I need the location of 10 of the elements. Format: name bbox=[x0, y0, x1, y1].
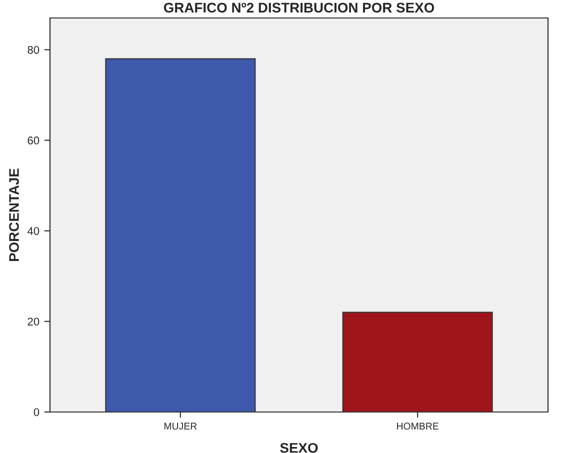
y-tick-label: 0 bbox=[34, 408, 40, 416]
x-tick-label: MUJER bbox=[164, 422, 197, 430]
x-tick-label: HOMBRE bbox=[397, 422, 438, 430]
y-tick-label: 80 bbox=[28, 46, 40, 54]
y-axis-title: PORCENTAJE bbox=[9, 168, 19, 262]
y-tick-label: 40 bbox=[27, 227, 40, 235]
x-axis-title: SEXO bbox=[280, 442, 318, 453]
y-tick-label: 60 bbox=[28, 136, 40, 144]
chart-title: GRAFICO Nº2 DISTRIBUCION POR SEXO bbox=[164, 2, 434, 13]
y-tick-label: 20 bbox=[28, 318, 40, 326]
